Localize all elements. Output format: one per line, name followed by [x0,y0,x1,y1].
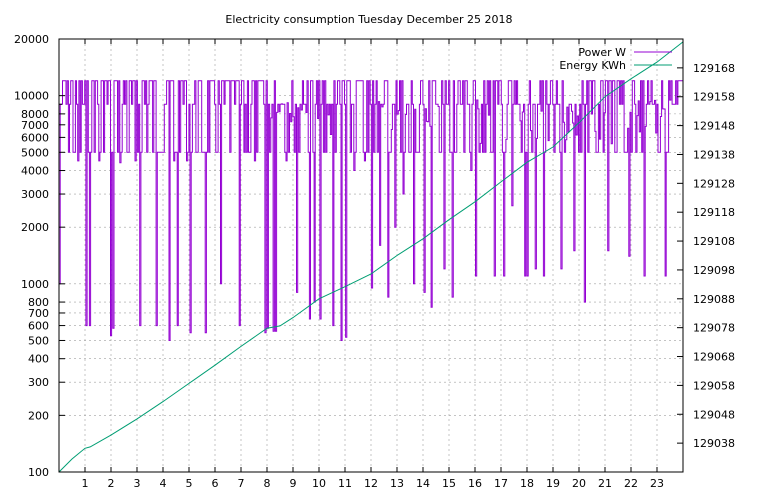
x-tick-label: 14 [416,477,430,490]
x-tick-label: 9 [290,477,297,490]
y-right-tick-label: 129078 [693,322,735,335]
y-left-tick-label: 200 [28,409,49,422]
y-right-tick-label: 129048 [693,408,735,421]
axes: 1 2 3 4 5 6 7 8 9 10 11 12 13 14 15 16 17 18 19 20 21 22 23100… [14,33,735,490]
y-left-tick-label: 100 [28,466,49,479]
y-right-tick-label: 129118 [693,206,735,219]
y-left-tick-label: 700 [28,307,49,320]
y-right-tick-label: 129168 [693,62,735,75]
legend: Power W Energy KWh [559,46,672,72]
x-tick-label: 7 [238,477,245,490]
x-tick-label: 15 [442,477,456,490]
x-tick-label: 4 [160,477,167,490]
x-tick-label: 13 [390,477,404,490]
y-left-tick-label: 300 [28,376,49,389]
y-left-tick-label: 10000 [14,90,49,103]
x-tick-label: 17 [494,477,508,490]
y-right-tick-label: 129108 [693,235,735,248]
x-tick-label: 11 [338,477,352,490]
x-tick-label: 16 [468,477,482,490]
series-power-line [59,80,683,341]
legend-label-energy: Energy KWh [559,59,626,72]
x-tick-label: 3 [134,477,141,490]
y-left-tick-label: 6000 [21,131,49,144]
legend-label-power: Power W [578,46,626,59]
x-tick-label: 8 [264,477,271,490]
x-tick-label: 10 [312,477,326,490]
y-right-tick-label: 129158 [693,91,735,104]
y-left-tick-label: 600 [28,320,49,333]
x-tick-label: 1 [82,477,89,490]
y-left-tick-label: 400 [28,353,49,366]
y-right-tick-label: 129038 [693,437,735,450]
y-left-tick-label: 7000 [21,119,49,132]
y-left-tick-label: 1000 [21,278,49,291]
y-right-tick-label: 129068 [693,351,735,364]
y-right-tick-label: 129088 [693,293,735,306]
x-tick-label: 20 [572,477,586,490]
x-tick-label: 19 [546,477,560,490]
x-tick-label: 23 [650,477,664,490]
y-left-tick-label: 4000 [21,165,49,178]
series-energy-line [58,41,684,473]
series-layer [58,41,684,473]
x-tick-label: 12 [364,477,378,490]
y-left-tick-label: 5000 [21,146,49,159]
y-right-tick-label: 129148 [693,120,735,133]
y-left-tick-label: 3000 [21,188,49,201]
x-tick-label: 2 [108,477,115,490]
x-tick-label: 22 [624,477,638,490]
plot-frame [58,38,684,473]
y-left-tick-label: 8000 [21,108,49,121]
y-right-tick-label: 129138 [693,148,735,161]
y-left-tick-label: 800 [28,296,49,309]
x-tick-label: 18 [520,477,534,490]
y-right-tick-label: 129098 [693,264,735,277]
y-left-tick-label: 500 [28,334,49,347]
x-tick-label: 6 [212,477,219,490]
y-right-tick-label: 129058 [693,379,735,392]
chart-title: Electricity consumption Tuesday December… [225,13,512,26]
y-left-tick-label: 20000 [14,33,49,46]
x-tick-label: 21 [598,477,612,490]
x-tick-label: 5 [186,477,193,490]
y-left-tick-label: 2000 [21,221,49,234]
y-right-tick-label: 129128 [693,177,735,190]
